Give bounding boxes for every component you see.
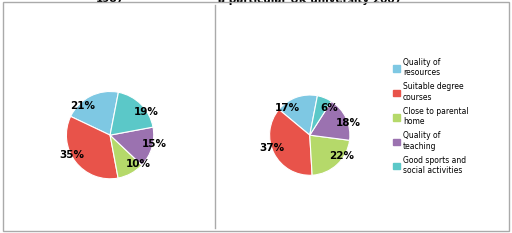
Text: 15%: 15% [141, 139, 166, 149]
Title: Main reasons for
students choosing a
particular UK university
1987: Main reasons for students choosing a par… [40, 0, 180, 4]
Wedge shape [310, 96, 331, 135]
Wedge shape [67, 116, 118, 179]
Title: Main reasons for students choosing
a particular UK university 2007: Main reasons for students choosing a par… [204, 0, 415, 5]
Text: 22%: 22% [329, 151, 354, 161]
Wedge shape [279, 95, 317, 135]
Text: 10%: 10% [126, 159, 151, 169]
Text: 35%: 35% [59, 150, 84, 160]
Wedge shape [310, 135, 350, 175]
Wedge shape [71, 92, 118, 135]
Wedge shape [110, 92, 153, 135]
Wedge shape [110, 135, 142, 178]
Text: 17%: 17% [275, 103, 300, 113]
Wedge shape [110, 127, 154, 165]
Text: 19%: 19% [133, 107, 158, 117]
Text: 21%: 21% [70, 101, 95, 111]
Legend: Quality of
resources, Suitable degree
courses, Close to parental
home, Quality o: Quality of resources, Suitable degree co… [393, 58, 468, 175]
Wedge shape [270, 110, 312, 175]
Wedge shape [310, 101, 350, 140]
Text: 18%: 18% [336, 118, 361, 128]
Text: 6%: 6% [321, 103, 338, 113]
Text: 37%: 37% [259, 143, 284, 153]
